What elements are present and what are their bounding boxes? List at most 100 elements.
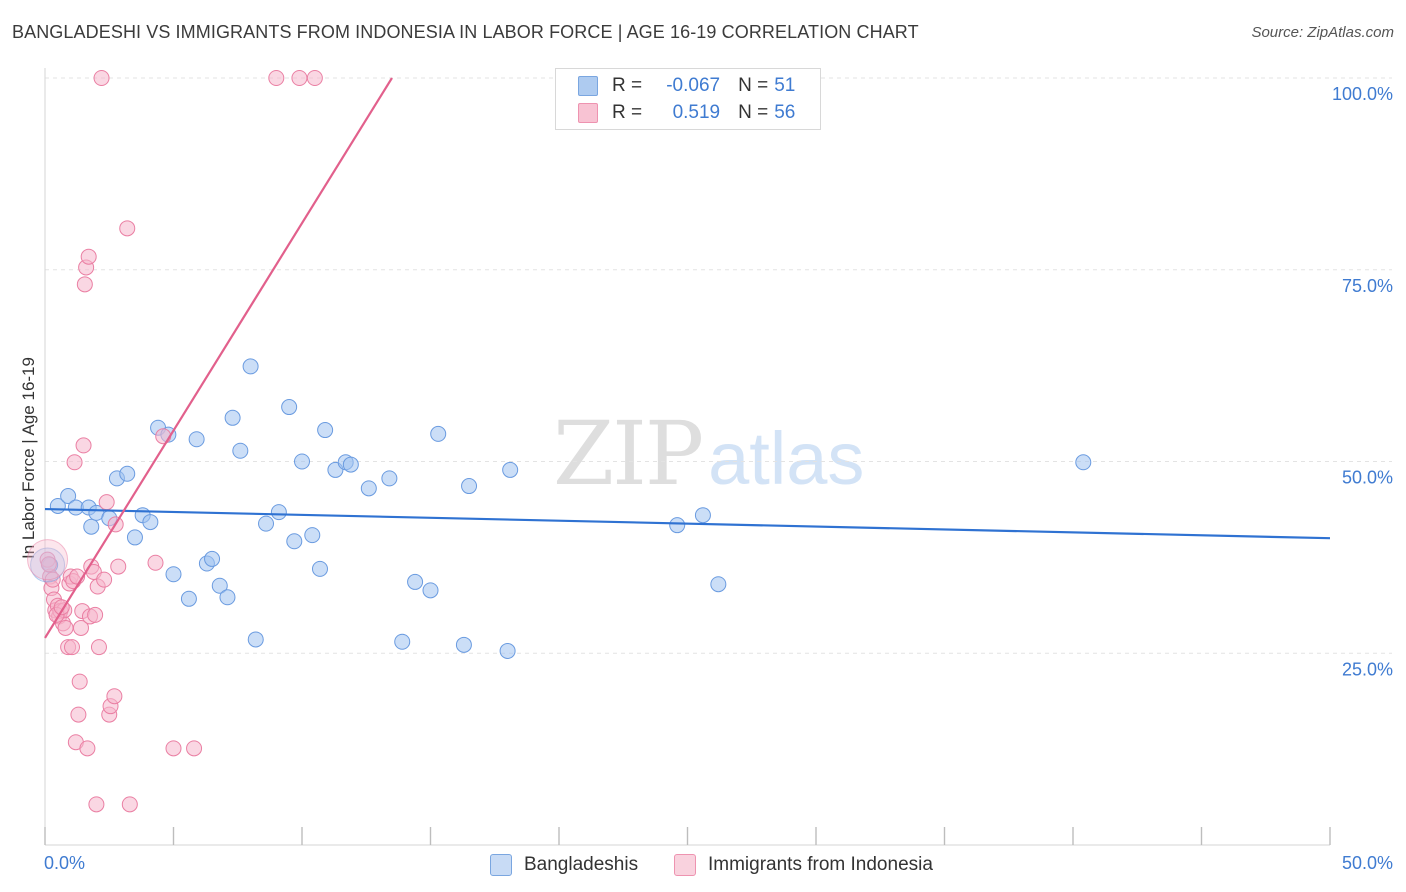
bangladeshi-point-23 (232, 442, 249, 459)
legend-swatch-indonesia (578, 103, 598, 123)
bangladeshi-point-40 (394, 633, 411, 650)
bangladeshi-point-16 (180, 590, 197, 607)
indonesia-point-48 (186, 740, 203, 757)
indonesia-point-35 (93, 70, 110, 86)
indonesia-point-50 (291, 70, 308, 86)
bangladeshi-point-21 (219, 589, 236, 606)
indonesia-point-11 (57, 619, 74, 636)
indonesia-point-15 (63, 639, 80, 656)
bangladeshi-trend-line (44, 507, 1331, 540)
bangladeshi-point-30 (294, 453, 310, 470)
bottom-legend-label-indonesia: Immigrants from Indonesia (708, 854, 933, 875)
y-tick-label-100: 100.0% (1332, 84, 1393, 104)
bangladeshi-point-33 (317, 422, 334, 439)
indonesia-point-36 (96, 571, 113, 588)
bangladeshi-cluster-point (30, 547, 66, 583)
bangladeshi-point-17 (188, 431, 205, 448)
legend-r-value: -0.067 (666, 75, 721, 96)
y-axis-title: In Labor Force | Age 16-19 (19, 357, 38, 559)
bangladeshi-point-20 (211, 577, 228, 594)
bangladeshi-point-12 (142, 514, 159, 531)
indonesia-point-46 (155, 428, 172, 445)
bottom-legend-indonesia: Immigrants from Indonesia (674, 852, 933, 878)
bangladeshi-point-15 (165, 566, 182, 583)
bangladeshi-point-36 (342, 456, 359, 473)
bangladeshi-point-32 (311, 560, 328, 577)
indonesia-point-26 (79, 740, 96, 757)
y-tick-label-25: 25.0% (1342, 659, 1393, 679)
legend-n-label: N = (738, 102, 769, 123)
indonesia-point-19 (70, 706, 87, 723)
legend-row-indonesia: R = 0.519 N = 56 (578, 100, 795, 126)
legend-n-label: N = (738, 75, 769, 96)
bangladeshi-point-45 (502, 461, 519, 478)
bottom-legend-label-bangladeshis: Bangladeshis (524, 854, 639, 875)
chart-title: BANGLADESHI VS IMMIGRANTS FROM INDONESIA… (12, 22, 919, 42)
bangladeshi-point-46 (499, 642, 516, 659)
bangladeshi-point-50 (1075, 454, 1092, 471)
indonesia-point-45 (147, 554, 164, 571)
bangladeshi-point-19 (204, 550, 221, 567)
x-tick-label-max: 50.0% (1342, 853, 1393, 873)
indonesia-trend-line (44, 77, 393, 639)
legend-row-bangladeshis: R = -0.067 N = 51 (578, 73, 795, 99)
legend-r-label: R = (612, 75, 643, 96)
indonesia-point-52 (40, 556, 57, 573)
indonesia-point-34 (90, 639, 107, 656)
legend-n-value: 51 (774, 75, 796, 96)
indonesia-point-27 (80, 248, 97, 265)
bangladeshi-point-25 (247, 631, 264, 648)
bangladeshi-point-2 (60, 488, 77, 505)
bangladeshi-point-49 (710, 576, 727, 593)
bottom-legend-bangladeshis: Bangladeshis (490, 852, 638, 878)
indonesia-point-44 (121, 796, 138, 813)
x-tick-label-min: 0.0% (44, 853, 85, 873)
legend-r-label: R = (612, 102, 643, 123)
bangladeshi-point-43 (455, 636, 472, 653)
y-tick-label-75: 75.0% (1342, 276, 1393, 296)
bangladeshi-point-47 (669, 517, 686, 534)
indonesia-point-51 (306, 70, 323, 86)
indonesia-point-49 (268, 70, 285, 86)
bangladeshi-point-39 (407, 573, 424, 590)
source-credit: Source: ZipAtlas.com (1251, 24, 1394, 41)
bangladeshi-point-37 (360, 480, 377, 497)
indonesia-point-20 (71, 673, 88, 690)
bangladeshi-point-22 (224, 409, 241, 426)
bangladeshi-point-41 (422, 582, 439, 599)
indonesia-point-32 (88, 796, 105, 813)
bottom-legend-swatch-bangladeshis (490, 854, 512, 876)
indonesia-point-24 (76, 276, 93, 293)
bangladeshi-point-26 (258, 515, 275, 532)
bangladeshi-point-42 (430, 425, 447, 442)
bangladeshi-point-48 (694, 507, 711, 524)
y-tick-label-50: 50.0% (1342, 468, 1393, 488)
indonesia-point-31 (87, 606, 104, 623)
indonesia-point-43 (119, 220, 136, 237)
legend-swatch-bangladeshis (578, 76, 598, 96)
bangladeshi-point-44 (461, 478, 478, 495)
bangladeshi-point-28 (281, 399, 298, 416)
indonesia-cluster-point (27, 539, 69, 581)
correlation-legend: R = -0.067 N = 51 R = 0.519 N = 56 (555, 68, 821, 130)
bangladeshi-point-9 (119, 465, 136, 482)
indonesia-point-17 (66, 454, 83, 471)
bangladeshi-point-27 (270, 504, 287, 521)
bangladeshi-point-31 (304, 527, 321, 544)
indonesia-point-23 (75, 437, 92, 454)
bottom-legend-swatch-indonesia (674, 854, 696, 876)
legend-n-value: 56 (774, 102, 796, 123)
bangladeshi-point-10 (126, 529, 143, 546)
indonesia-point-47 (165, 740, 182, 757)
bangladeshi-point-38 (381, 470, 398, 487)
indonesia-point-37 (98, 494, 115, 511)
bangladeshi-point-29 (286, 533, 303, 550)
indonesia-point-21 (72, 619, 89, 636)
legend-r-value: 0.519 (672, 102, 721, 123)
indonesia-point-42 (110, 558, 127, 575)
bangladeshi-point-24 (242, 358, 259, 375)
bangladeshi-point-5 (83, 518, 100, 535)
indonesia-point-40 (106, 688, 123, 705)
